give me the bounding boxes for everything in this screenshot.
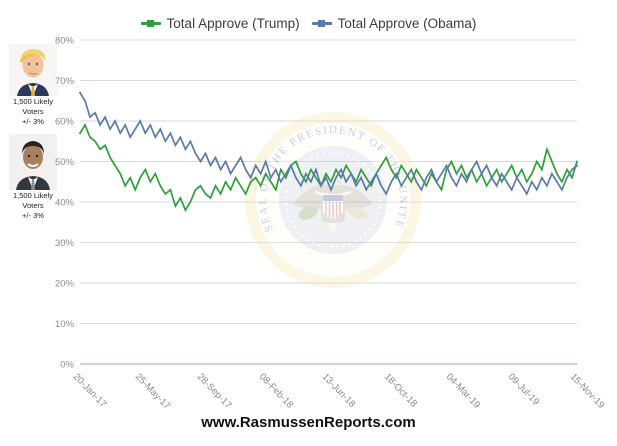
- x-tick: 28-Sep-17: [195, 371, 234, 411]
- trump-photo: [9, 44, 57, 96]
- x-tick: 08-Feb-18: [257, 371, 295, 410]
- trump-series-marker-icon: [140, 19, 161, 27]
- legend-label-trump: Total Approve (Trump): [166, 15, 300, 31]
- y-tick: 60%: [55, 117, 75, 128]
- gridlines: [80, 39, 577, 324]
- legend-item-trump: Total Approve (Trump): [140, 15, 300, 31]
- y-tick: 80%: [55, 36, 75, 47]
- y-tick: 0%: [60, 360, 74, 371]
- x-tick: 04-Mar-19: [444, 371, 482, 410]
- presidential-seal-watermark-icon: SEAL OF THE PRESIDENT OF THE UNITED STAT…: [245, 112, 421, 288]
- trump-figure: 1,500 Likely Voters +/- 3%: [5, 44, 61, 126]
- y-tick: 10%: [55, 319, 75, 330]
- y-axis-labels: 80% 70% 60% 50% 40% 30% 20% 10% 0%: [55, 36, 75, 371]
- obama-caption: 1,500 Likely Voters +/- 3%: [5, 191, 61, 220]
- y-tick: 40%: [55, 198, 75, 209]
- x-tick: 25-May-17: [133, 371, 172, 411]
- trump-sample-size: 1,500 Likely Voters: [12, 97, 54, 116]
- y-tick: 70%: [55, 76, 75, 87]
- obama-figure: 1,500 Likely Voters +/- 3%: [5, 134, 61, 220]
- chart-legend: Total Approve (Trump) Total Approve (Oba…: [0, 12, 617, 34]
- x-tick: 18-Oct-18: [382, 371, 419, 409]
- obama-approval-line: [78, 91, 579, 196]
- legend-label-obama: Total Approve (Obama): [337, 15, 477, 31]
- y-tick: 30%: [55, 238, 75, 249]
- trump-caption: 1,500 Likely Voters +/- 3%: [5, 97, 61, 126]
- seal-eagle-icon: [293, 167, 373, 235]
- x-tick: 20-Jan-17: [71, 371, 109, 409]
- x-axis-labels: 20-Jan-17 25-May-17 28-Sep-17 08-Feb-18 …: [71, 371, 607, 411]
- poll-subjects-panel: 1,500 Likely Voters +/- 3% 1,500 Likely …: [5, 44, 61, 229]
- obama-margin-of-error: +/- 3%: [22, 210, 44, 220]
- trump-margin-of-error: +/- 3%: [22, 116, 44, 126]
- site-watermark: www.RasmussenReports.com: [201, 414, 416, 431]
- x-tick: 09-Jul-19: [506, 371, 541, 407]
- obama-series-marker-icon: [311, 19, 332, 27]
- y-tick: 20%: [55, 279, 75, 290]
- obama-photo: [9, 134, 57, 191]
- obama-sample-size: 1,500 Likely Voters: [12, 191, 54, 210]
- trump-approval-line: [78, 123, 579, 212]
- y-tick: 50%: [55, 157, 75, 168]
- x-tick: 15-Nov-19: [568, 371, 607, 411]
- x-tick: 13-Jun-18: [320, 371, 358, 409]
- legend-item-obama: Total Approve (Obama): [311, 15, 477, 31]
